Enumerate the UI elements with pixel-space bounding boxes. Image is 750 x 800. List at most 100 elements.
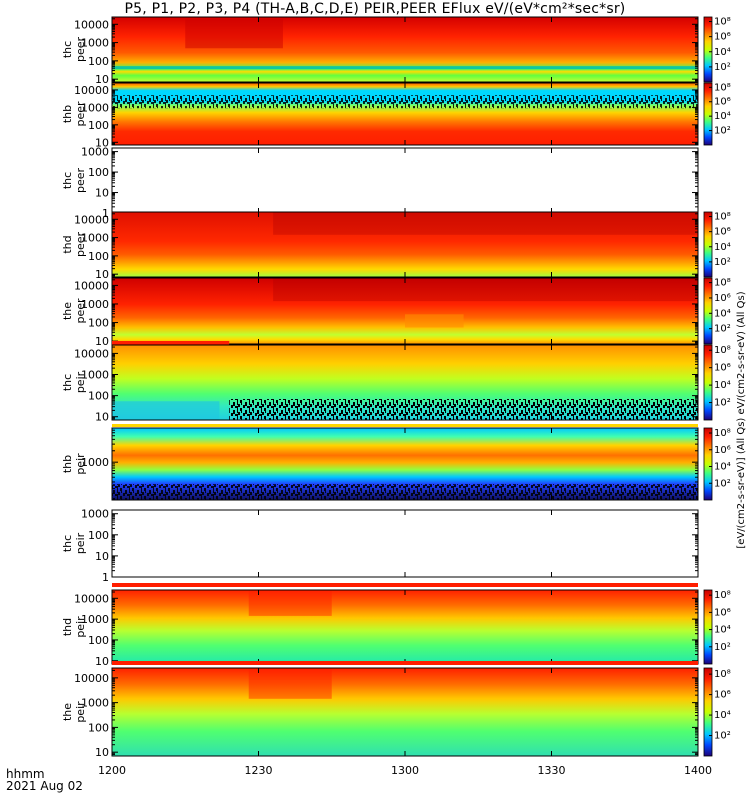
y-tick-label: 100	[88, 390, 109, 403]
y-axis-label-line1: thc	[61, 41, 74, 58]
colorbar-tick-label: 10⁸	[714, 345, 731, 356]
panel-frame-thc_peer_2	[111, 147, 699, 214]
y-tick-label: 1000	[81, 146, 109, 159]
y-tick-label: 1000	[81, 298, 109, 311]
colorbar-tick-label: 10⁶	[714, 32, 731, 43]
y-axis-label-thd_peer: thd peer	[61, 232, 87, 258]
x-tick-label: 1400	[684, 764, 712, 777]
colorbar-tick-label: 10⁴	[714, 242, 731, 253]
colorbar-thd_peer	[703, 211, 713, 278]
y-axis-label-thb_peer: thb peer	[61, 101, 87, 127]
y-tick-label: 10000	[74, 672, 109, 685]
colorbar-thb_peer	[703, 82, 713, 146]
spectrogram-thd_peer	[112, 212, 698, 277]
y-axis-label-line1: thc	[61, 374, 74, 391]
y-axis-label-line2: peer	[74, 37, 87, 63]
y-axis-label-line1: thc	[61, 172, 74, 189]
colorbar-tick-label: 10⁴	[714, 308, 731, 319]
colorbar-tick-label: 10²	[714, 478, 731, 489]
y-tick-label: 10000	[74, 347, 109, 360]
y-tick-label: 10	[95, 136, 109, 149]
colorbar-tick-label: 10⁴	[714, 625, 731, 636]
colorbar-tick-label: 10²	[714, 257, 731, 268]
colorbar-tick-label: 10²	[714, 62, 731, 73]
y-axis-label-line1: thb	[61, 455, 74, 473]
y-axis-label-line1: the	[61, 302, 74, 320]
colorbar-tick-label: 10⁴	[714, 111, 731, 122]
y-tick-label: 10	[95, 655, 109, 668]
y-tick-label: 1000	[81, 456, 109, 469]
colorbar-tick-label: 10⁸	[714, 669, 731, 680]
colorbar-tick-label: 10⁶	[714, 690, 731, 701]
y-tick-label: 10000	[74, 213, 109, 226]
colorbar-tick-label: 10⁴	[714, 710, 731, 721]
flag-bar	[112, 424, 698, 427]
y-tick-label: 10000	[74, 18, 109, 31]
colorbar-thc_peer	[703, 16, 713, 83]
y-tick-label: 1000	[81, 369, 109, 382]
noise-region	[229, 399, 698, 420]
y-tick-label: 10	[95, 335, 109, 348]
flag-bar	[112, 341, 230, 345]
x-tick-label: 1300	[391, 764, 419, 777]
y-axis-label-line1: thd	[61, 618, 74, 636]
colorbar-tick-label: 10⁸	[714, 82, 731, 93]
flag-bar	[112, 661, 698, 665]
y-axis-label-line2: peir	[74, 532, 87, 554]
potential-band	[112, 66, 698, 70]
y-tick-label: 1000	[81, 37, 109, 50]
colorbar-tick-label: 10²	[714, 731, 731, 742]
y-tick-label: 100	[88, 317, 109, 330]
colorbar-tick-label: 10²	[714, 398, 731, 409]
y-axis-label-thc_peer: thc peer	[61, 37, 87, 63]
colorbar-units-label: [eV/(cm2-s-sr-eV)] (All Qs) eV/(cm2-s-sr…	[736, 291, 747, 548]
colorbar-tick-label: 10⁶	[714, 97, 731, 108]
y-axis-label-thb_peir: thb peir	[61, 453, 87, 475]
colorbar-tick-label: 10⁴	[714, 47, 731, 58]
y-axis-label-thc_peer_2: thc peer	[61, 168, 87, 194]
colorbar-tick-label: 10⁶	[714, 445, 731, 456]
colorbar-tick-label: 10⁶	[714, 293, 731, 304]
colorbar-tick-label: 10²	[714, 642, 731, 653]
figure-title: P5, P1, P2, P3, P4 (TH-A,B,C,D,E) PEIR,P…	[124, 1, 626, 17]
y-axis-label-line2: peer	[74, 101, 87, 127]
y-axis-label-line1: thb	[61, 105, 74, 123]
spectrogram-the_peir	[112, 668, 698, 756]
y-tick-label: 100	[88, 119, 109, 132]
y-tick-label: 100	[88, 250, 109, 263]
y-tick-label: 10	[95, 411, 109, 424]
y-axis-label-line2: peer	[74, 168, 87, 194]
y-axis-label-line2: peer	[74, 298, 87, 324]
y-tick-label: 100	[88, 529, 109, 542]
y-axis-label-line1: thd	[61, 235, 74, 253]
spectrogram-the_peer	[112, 278, 698, 344]
y-tick-label: 1000	[81, 101, 109, 114]
colorbar-tick-label: 10⁸	[714, 590, 731, 601]
colorbar-thc_peir	[703, 344, 713, 421]
y-axis-label-thd_peir: thd peir	[61, 616, 87, 638]
colorbar-tick-label: 10⁶	[714, 227, 731, 238]
colorbar-the_peer	[703, 277, 713, 345]
enhancement-patch	[248, 668, 332, 699]
y-tick-label: 10000	[74, 592, 109, 605]
y-axis-label-line2: peir	[74, 701, 87, 723]
flag-bar	[112, 583, 698, 587]
y-tick-label: 10	[95, 746, 109, 759]
y-tick-label: 1000	[81, 508, 109, 521]
y-tick-label: 10000	[74, 84, 109, 97]
y-axis-label-line2: peir	[74, 453, 87, 475]
colorbar-tick-label: 10⁶	[714, 363, 731, 374]
noise-region	[112, 95, 698, 109]
y-tick-label: 1000	[81, 232, 109, 245]
x-axis-date-label: 2021 Aug 02	[6, 779, 83, 793]
y-axis-label-line1: the	[61, 703, 74, 721]
colorbar-tick-label: 10⁸	[714, 278, 731, 289]
y-axis-label-the_peer: the peer	[61, 298, 87, 324]
y-axis-label-line2: peir	[74, 616, 87, 638]
colorbar-tick-label: 10⁸	[714, 17, 731, 28]
y-tick-label: 10	[95, 550, 109, 563]
enhancement-patch	[185, 19, 283, 49]
y-axis-label-the_peir: the peir	[61, 701, 87, 723]
y-axis-label-line2: peer	[74, 232, 87, 258]
y-tick-label: 100	[88, 166, 109, 179]
